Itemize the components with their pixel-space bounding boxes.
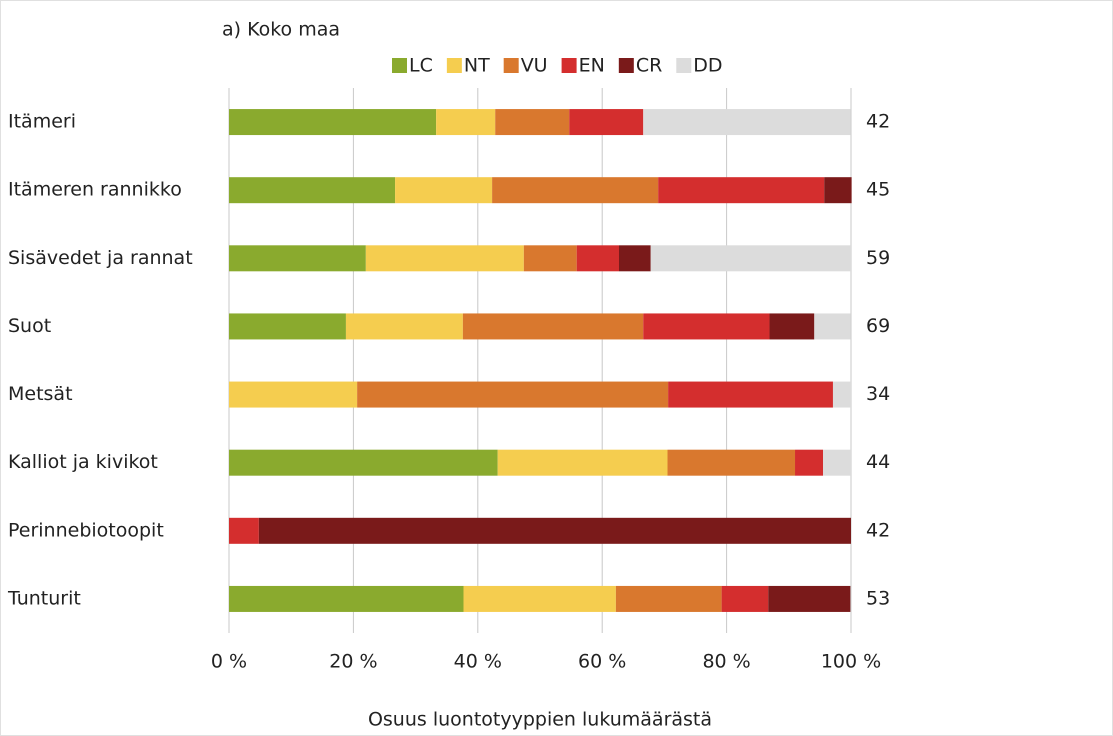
- total-label: 59: [866, 247, 890, 269]
- bar-segment: [462, 313, 644, 340]
- bar-segment: [495, 109, 570, 136]
- bar-segment: [769, 313, 815, 340]
- total-label: 53: [866, 587, 890, 609]
- legend-label: LC: [409, 55, 433, 77]
- total-label: 42: [866, 519, 890, 541]
- bar-segment: [569, 109, 644, 136]
- bar-segment: [492, 177, 659, 204]
- category-label: Itämeren rannikko: [8, 179, 182, 201]
- x-tick-label: 40 %: [454, 651, 502, 673]
- bar-segment: [229, 109, 437, 136]
- x-tick-label: 0 %: [211, 651, 247, 673]
- category-label: Metsät: [8, 383, 73, 405]
- bar-segment: [229, 585, 464, 612]
- x-tick-label: 60 %: [578, 651, 626, 673]
- category-label: Sisävedet ja rannat: [8, 247, 193, 269]
- bar-segment: [497, 449, 668, 476]
- bar-segment: [668, 381, 833, 408]
- bar-segment: [643, 109, 851, 136]
- x-tick-label: 20 %: [329, 651, 377, 673]
- bar-segment: [643, 313, 770, 340]
- bar-segment: [768, 585, 851, 612]
- category-label: Perinnebiotoopit: [8, 519, 164, 541]
- bar-segment: [436, 109, 496, 136]
- bar-segment: [523, 245, 577, 272]
- bar-segment: [658, 177, 825, 204]
- bar-segment: [814, 313, 851, 340]
- bar-segment: [357, 381, 669, 408]
- bar-segment: [795, 449, 824, 476]
- bar-segment: [824, 177, 852, 204]
- bar-segment: [229, 313, 346, 340]
- bar-segment: [615, 585, 722, 612]
- total-label: 45: [866, 179, 890, 201]
- category-label: Suot: [8, 315, 51, 337]
- x-axis-label: Osuus luontotyyppien lukumäärästä: [368, 709, 712, 731]
- total-label: 42: [866, 111, 890, 133]
- legend-label: EN: [579, 55, 605, 77]
- bar-segment: [258, 517, 852, 544]
- total-label: 34: [866, 383, 890, 405]
- bar-segment: [365, 245, 524, 272]
- category-label: Kalliot ja kivikot: [8, 451, 158, 473]
- category-label: Itämeri: [8, 111, 76, 133]
- bar-segment: [823, 449, 851, 476]
- bar-segment: [229, 177, 396, 204]
- x-tick-label: 100 %: [821, 651, 881, 673]
- legend-swatch: [561, 58, 577, 73]
- bar-segment: [229, 381, 358, 408]
- legend-label: NT: [464, 55, 490, 77]
- legend-label: CR: [636, 55, 662, 77]
- bar-segment: [229, 517, 259, 544]
- legend-label: VU: [521, 55, 548, 77]
- legend-swatch: [503, 58, 519, 73]
- category-label: Tunturit: [7, 587, 81, 609]
- total-label: 69: [866, 315, 890, 337]
- legend-swatch: [676, 58, 692, 73]
- legend-label: DD: [693, 55, 722, 77]
- bar-segment: [229, 245, 366, 272]
- bar-segment: [395, 177, 493, 204]
- total-label: 44: [866, 451, 890, 473]
- chart-title: a) Koko maa: [222, 19, 340, 41]
- legend-swatch: [392, 58, 407, 73]
- bar-segment: [576, 245, 619, 272]
- bar-segment: [650, 245, 851, 272]
- legend-swatch: [446, 58, 462, 73]
- bar-segment: [618, 245, 651, 272]
- bar-segment: [667, 449, 796, 476]
- bar-segment: [721, 585, 769, 612]
- bar-segment: [832, 381, 851, 408]
- bar-segment: [229, 449, 498, 476]
- bar-segment: [463, 585, 616, 612]
- x-tick-label: 80 %: [702, 651, 750, 673]
- legend-swatch: [618, 58, 634, 73]
- bar-segment: [345, 313, 463, 340]
